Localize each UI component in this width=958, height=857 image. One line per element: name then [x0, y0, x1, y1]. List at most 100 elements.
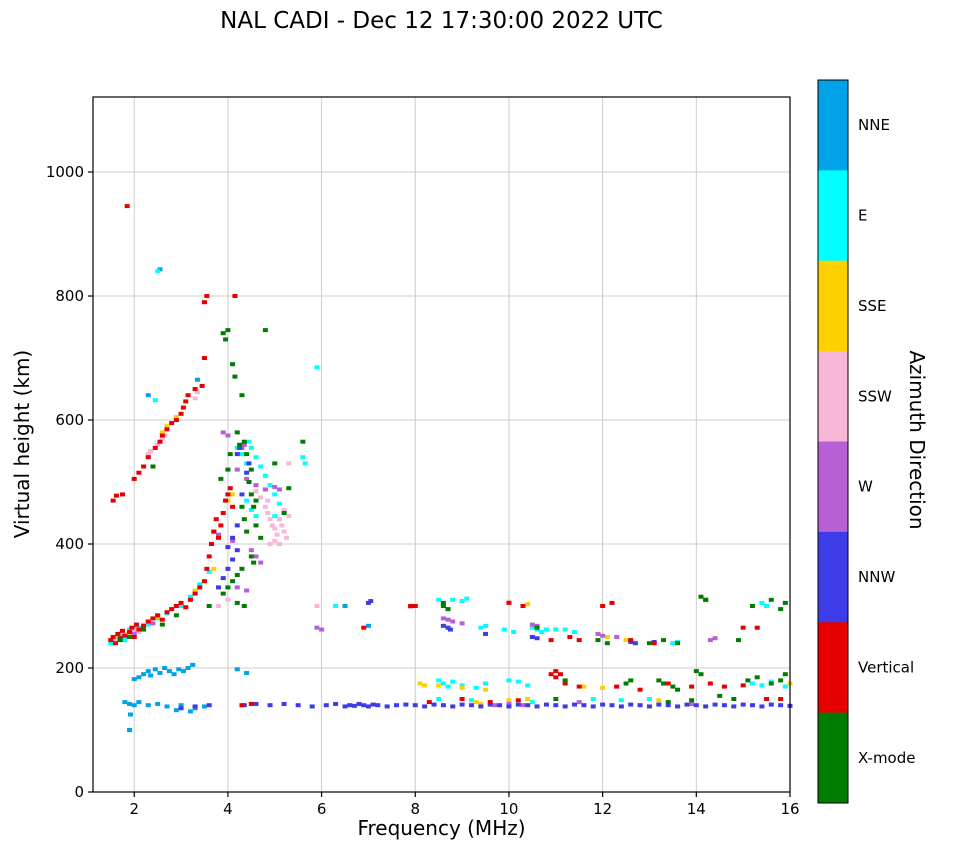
data-point	[251, 560, 257, 565]
data-point	[300, 439, 306, 444]
data-point	[216, 604, 222, 609]
data-point	[782, 672, 788, 677]
data-point	[436, 683, 442, 688]
data-point	[248, 445, 254, 450]
data-point	[468, 698, 474, 703]
data-point	[216, 532, 222, 537]
data-point	[595, 638, 601, 643]
data-point	[211, 529, 217, 534]
data-point	[368, 599, 374, 604]
data-point	[152, 398, 158, 403]
data-point	[272, 492, 278, 497]
chart-title: NAL CADI - Dec 12 17:30:00 2022 UTC	[220, 8, 663, 34]
data-point	[232, 294, 238, 299]
data-point	[150, 464, 156, 469]
x-tick-label: 6	[317, 800, 327, 818]
data-point	[567, 635, 573, 640]
x-tick-label: 14	[687, 800, 706, 818]
data-point	[637, 687, 643, 692]
data-point	[131, 635, 137, 640]
data-point	[651, 641, 657, 646]
data-point	[562, 681, 568, 686]
data-point	[204, 294, 210, 299]
data-point	[721, 703, 727, 708]
data-point	[614, 684, 620, 689]
data-point	[127, 701, 133, 706]
data-point	[265, 511, 271, 516]
data-point	[253, 455, 259, 460]
data-point	[197, 582, 203, 587]
data-point	[253, 701, 259, 706]
data-point	[487, 700, 493, 705]
data-point	[248, 554, 254, 559]
data-point	[750, 703, 756, 708]
data-point	[665, 681, 671, 686]
data-point	[778, 703, 784, 708]
data-point	[478, 704, 484, 709]
x-axis-label: Frequency (MHz)	[357, 816, 526, 840]
data-point	[145, 703, 151, 708]
data-point	[281, 701, 287, 706]
data-point	[501, 627, 507, 632]
data-point	[534, 704, 540, 709]
x-tick-label: 2	[129, 800, 139, 818]
data-point	[178, 600, 184, 605]
data-point	[314, 365, 320, 370]
data-point	[134, 622, 140, 627]
data-point	[248, 467, 254, 472]
data-point	[244, 670, 250, 675]
data-point	[248, 507, 254, 512]
data-point	[201, 704, 207, 709]
data-point	[258, 495, 264, 500]
data-point	[171, 672, 177, 677]
data-point	[506, 701, 512, 706]
data-point	[178, 706, 184, 711]
data-point	[201, 579, 207, 584]
data-point	[698, 672, 704, 677]
data-point	[361, 625, 367, 630]
data-point	[131, 476, 137, 481]
data-point	[183, 399, 189, 404]
data-point	[426, 700, 432, 705]
data-point	[227, 486, 233, 491]
data-point	[136, 630, 142, 635]
data-point	[272, 484, 278, 489]
y-tick-label: 0	[74, 783, 84, 801]
data-point	[623, 681, 629, 686]
data-point	[417, 681, 423, 686]
data-point	[272, 538, 278, 543]
data-point	[272, 514, 278, 519]
data-point	[112, 638, 118, 643]
data-point	[216, 535, 222, 540]
data-point	[258, 535, 264, 540]
data-point	[159, 622, 165, 627]
colorbar-segment-NNW	[818, 531, 848, 623]
data-point	[675, 687, 681, 692]
data-point	[141, 627, 147, 632]
data-point	[529, 700, 535, 705]
data-point	[220, 331, 226, 336]
x-tick-label: 10	[499, 800, 518, 818]
data-point	[497, 703, 503, 708]
data-point	[778, 697, 784, 702]
x-tick-label: 12	[593, 800, 612, 818]
data-point	[234, 523, 240, 528]
data-point	[778, 607, 784, 612]
data-point	[230, 492, 236, 497]
data-point	[440, 681, 446, 686]
colorbar-entry-label: E	[858, 207, 867, 225]
data-point	[707, 638, 713, 643]
data-point	[768, 702, 774, 707]
data-point	[113, 493, 119, 498]
data-point	[234, 573, 240, 578]
data-point	[152, 445, 158, 450]
data-point	[190, 662, 196, 667]
data-point	[201, 356, 207, 361]
data-point	[164, 704, 170, 709]
data-point	[237, 445, 243, 450]
data-point	[506, 600, 512, 605]
data-point	[604, 635, 610, 640]
data-point	[141, 623, 147, 628]
colorbar-entry-label: Vertical	[858, 658, 914, 676]
